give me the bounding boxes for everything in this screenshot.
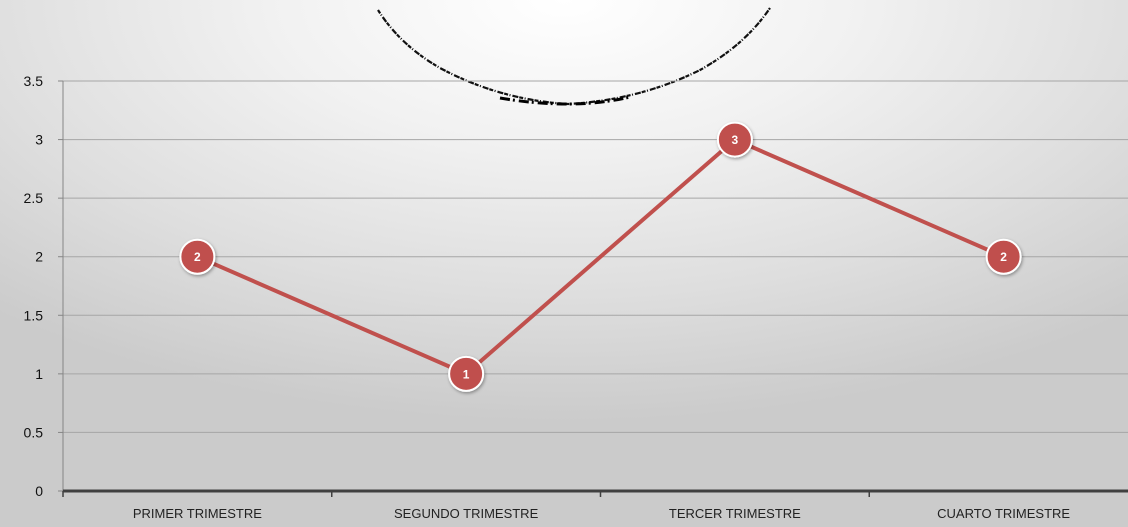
x-tick-label: PRIMER TRIMESTRE <box>133 506 262 521</box>
y-tick-label: 2 <box>35 249 43 265</box>
x-tick-label: CUARTO TRIMESTRE <box>937 506 1070 521</box>
axes <box>58 80 1128 497</box>
data-point: 3 <box>716 121 753 158</box>
decorative-arc <box>377 7 771 106</box>
gridlines <box>63 80 1128 433</box>
y-tick-label: 0 <box>35 483 43 499</box>
series-line-0 <box>195 137 1006 376</box>
y-tick-labels: 0 0.5 1 1.5 2 2.5 3 3.5 <box>24 73 44 499</box>
x-tick-label: SEGUNDO TRIMESTRE <box>394 506 539 521</box>
data-point: 2 <box>985 238 1022 275</box>
data-point: 1 <box>448 355 485 392</box>
x-tick-label: TERCER TRIMESTRE <box>669 506 801 521</box>
data-markers: 2 1 3 2 <box>179 121 1022 392</box>
data-marker <box>179 238 216 275</box>
data-marker <box>716 121 753 158</box>
data-marker <box>985 238 1022 275</box>
y-tick-label: 1 <box>35 366 43 382</box>
y-tick-label: 3 <box>35 132 43 148</box>
y-tick-label: 2.5 <box>24 190 44 206</box>
data-point: 2 <box>179 238 216 275</box>
y-tick-label: 1.5 <box>24 307 44 323</box>
series-line <box>195 137 1006 376</box>
x-tick-labels: PRIMER TRIMESTRE SEGUNDO TRIMESTRE TERCER … <box>133 506 1071 521</box>
data-marker <box>448 355 485 392</box>
y-tick-label: 0.5 <box>24 424 44 440</box>
data-label: 3 <box>732 133 739 147</box>
y-tick-label: 3.5 <box>24 73 44 89</box>
data-label: 1 <box>463 367 470 381</box>
data-label: 2 <box>194 250 201 264</box>
data-label: 2 <box>1000 250 1007 264</box>
